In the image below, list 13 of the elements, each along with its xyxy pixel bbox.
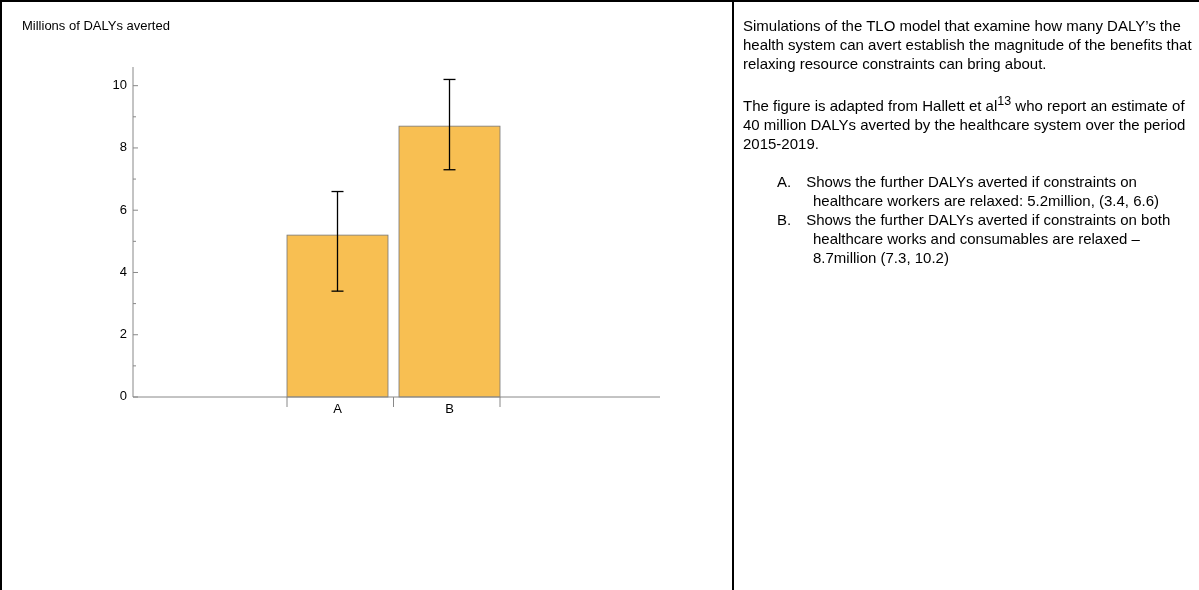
y-tick-label: 6 [119,201,127,217]
text: B. Shows the further DALYs averted if constraints on both healthcare works and consumables are relaxed – 8.7million (7.3, 10.2) [776,210,1172,267]
y-tick-label: 2 [119,326,127,342]
x-tick-label: A [333,401,343,416]
y-tick-label: 10 [112,77,127,93]
y-tick-label: 8 [119,139,127,155]
text: A. Shows the further DALYs averted if constraints on healthcare workers are relaxed: 5.2million, (3.4, 6.6) [776,172,1160,210]
text: The figure is adapted from Hallett et al$^{13}$ who report an estimate of 40 million DALYs averted by the healthcare system over the period 2015-2019. [743,93,1187,153]
y-tick-label: 4 [119,263,127,279]
y-tick-label: 0 [119,388,127,404]
y-axis-title: Millions of DALYs averted [22,18,170,34]
x-tick-label: B [445,401,454,416]
text: Simulations of the TLO model that examine how many DALY’s the health system can avert establish the magnitude of the benefits that relaxing resource constraints can bring about. [743,16,1193,73]
